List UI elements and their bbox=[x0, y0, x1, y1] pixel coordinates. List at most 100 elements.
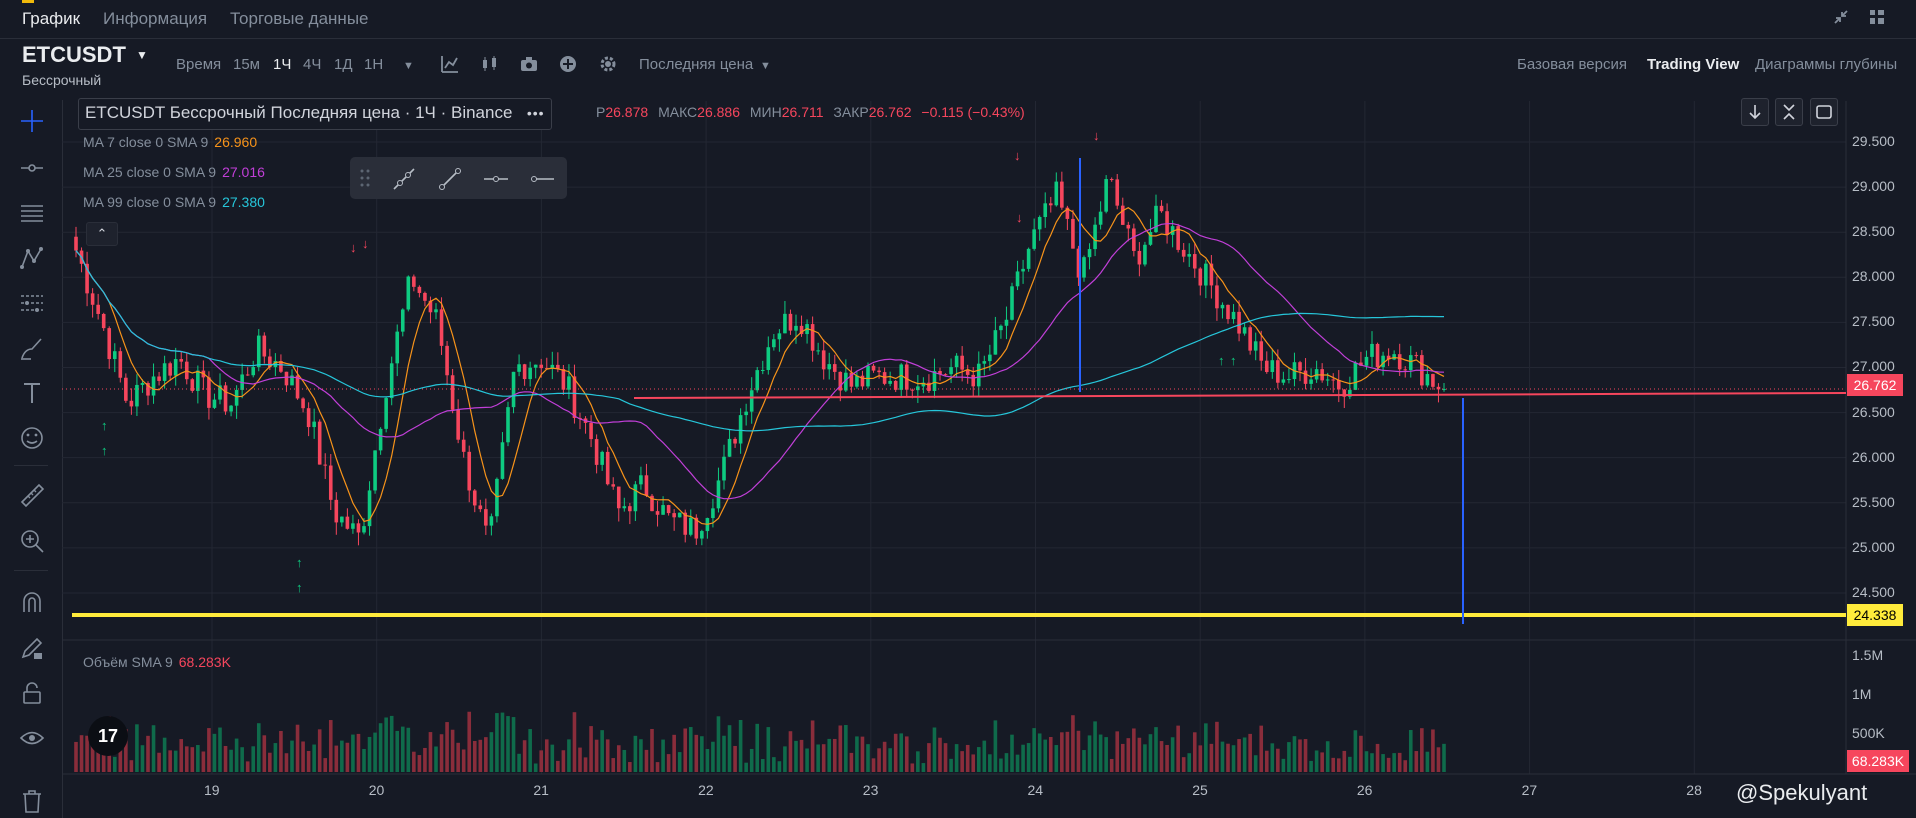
lock-icon[interactable] bbox=[19, 680, 45, 706]
eye-icon[interactable] bbox=[19, 725, 45, 751]
interval-15m[interactable]: 15м bbox=[233, 56, 260, 73]
volume-bar bbox=[622, 749, 627, 772]
interval-more-icon[interactable]: ▼ bbox=[403, 60, 414, 72]
volume-bar bbox=[1093, 721, 1097, 772]
candle-body bbox=[1032, 229, 1036, 249]
tab-info[interactable]: Информация bbox=[103, 9, 208, 28]
indicators-icon[interactable] bbox=[440, 54, 460, 74]
candle-body bbox=[428, 300, 433, 313]
candle-body bbox=[1331, 379, 1336, 381]
candle-body bbox=[1170, 226, 1175, 235]
candle-body bbox=[783, 313, 787, 334]
ma99-row[interactable]: MA 99 close 0 SMA 9 27.380 bbox=[83, 194, 265, 210]
candle-body bbox=[511, 371, 516, 408]
horizontal-line-icon[interactable] bbox=[482, 165, 510, 193]
floating-draw-toolbar bbox=[350, 157, 567, 199]
fib-icon[interactable] bbox=[19, 200, 45, 226]
legend-title-box[interactable]: ETCUSDT Бессрочный Последняя цена · 1Ч ·… bbox=[78, 98, 552, 130]
symbol-name[interactable]: ETCUSDT bbox=[22, 42, 126, 67]
collapse-legend-button[interactable]: ⌃ bbox=[86, 222, 118, 246]
more-icon[interactable]: ••• bbox=[526, 105, 545, 121]
candle-body bbox=[74, 236, 78, 251]
volume-bar bbox=[705, 749, 710, 772]
lock-drawing-pencil-icon[interactable] bbox=[19, 635, 45, 661]
time-tick: 28 bbox=[1686, 782, 1702, 798]
interval-1h[interactable]: 1Ч bbox=[273, 56, 292, 73]
volume-bar bbox=[500, 712, 505, 772]
segment-line-icon[interactable] bbox=[436, 165, 464, 193]
prediction-icon[interactable] bbox=[19, 290, 45, 316]
ray-line-icon[interactable] bbox=[390, 165, 418, 193]
crosshair-icon[interactable] bbox=[19, 108, 45, 134]
time-tick: 20 bbox=[368, 782, 385, 798]
volume-bar bbox=[583, 757, 588, 772]
collapse-panes-button[interactable] bbox=[1775, 98, 1803, 126]
volume-bar bbox=[340, 740, 344, 772]
tab-chart[interactable]: График bbox=[22, 0, 81, 28]
candle-body bbox=[943, 374, 948, 376]
volume-bar bbox=[295, 724, 300, 772]
volume-bar bbox=[777, 761, 782, 772]
fullscreen-button[interactable] bbox=[1810, 98, 1838, 126]
collapse-icon[interactable] bbox=[1832, 8, 1850, 26]
layout-icon[interactable] bbox=[1868, 8, 1886, 26]
interval-1d[interactable]: 1Д bbox=[334, 56, 353, 73]
ruler-icon[interactable] bbox=[19, 482, 45, 508]
volume-legend[interactable]: Объём SMA 9 68.283K bbox=[83, 654, 231, 670]
interval-1w[interactable]: 1Н bbox=[364, 56, 384, 73]
zoom-in-icon[interactable] bbox=[19, 528, 45, 554]
price-tick: 26.500 bbox=[1852, 403, 1895, 420]
price-type-select[interactable]: Последняя цена bbox=[639, 56, 754, 73]
candle-type-icon[interactable] bbox=[480, 54, 500, 74]
volume-bar bbox=[268, 752, 272, 772]
text-icon[interactable] bbox=[19, 380, 45, 406]
view-basic[interactable]: Базовая версия bbox=[1517, 56, 1627, 73]
settings-gear-icon[interactable] bbox=[598, 54, 618, 74]
ohlc-close-label: ЗАКР bbox=[833, 104, 869, 120]
pattern-icon[interactable] bbox=[19, 245, 45, 271]
candle-body bbox=[395, 331, 400, 364]
trash-icon[interactable] bbox=[19, 788, 45, 814]
candle-body bbox=[356, 523, 361, 533]
volume-bar bbox=[456, 742, 460, 772]
camera-icon[interactable] bbox=[519, 54, 539, 74]
ma25-row[interactable]: MA 25 close 0 SMA 9 27.016 bbox=[83, 164, 265, 180]
candle-body bbox=[855, 375, 859, 387]
magnet-icon[interactable] bbox=[19, 590, 45, 616]
trend-line-icon[interactable] bbox=[19, 155, 45, 181]
ma7-row[interactable]: MA 7 close 0 SMA 9 26.960 bbox=[83, 134, 257, 150]
ohlc-close: 26.762 bbox=[868, 104, 912, 120]
candle-body bbox=[1353, 362, 1358, 390]
volume-bar bbox=[1098, 734, 1103, 772]
chevron-down-icon[interactable]: ▼ bbox=[136, 48, 148, 62]
volume-bar bbox=[821, 744, 826, 772]
volume-bar bbox=[467, 711, 472, 772]
add-icon[interactable] bbox=[558, 54, 578, 74]
tab-trading-data[interactable]: Торговые данные bbox=[230, 9, 369, 28]
candle-body bbox=[173, 359, 178, 376]
volume-bar bbox=[1143, 744, 1147, 772]
volume-bar bbox=[1270, 743, 1275, 772]
volume-bar bbox=[683, 728, 688, 772]
view-depth[interactable]: Диаграммы глубины bbox=[1755, 56, 1898, 73]
volume-bar bbox=[1120, 743, 1125, 772]
interval-4h[interactable]: 4Ч bbox=[303, 56, 322, 73]
candle-body bbox=[633, 484, 638, 512]
candle-body bbox=[1192, 254, 1197, 269]
candle-body bbox=[306, 408, 311, 428]
drag-handle-icon[interactable] bbox=[358, 167, 372, 189]
ohlc-low-label: МИН bbox=[749, 104, 782, 120]
volume-bar bbox=[1132, 728, 1136, 772]
view-tradingview[interactable]: Trading View bbox=[1647, 56, 1740, 73]
emoji-icon[interactable] bbox=[19, 425, 45, 451]
price-type-chevron-icon[interactable]: ▼ bbox=[760, 60, 771, 72]
brush-icon[interactable] bbox=[19, 335, 45, 361]
volume-bar bbox=[112, 756, 117, 772]
volume-bar bbox=[888, 748, 892, 772]
volume-bar bbox=[976, 747, 981, 772]
horizontal-ray-icon[interactable] bbox=[528, 165, 556, 193]
volume-bar bbox=[694, 734, 699, 772]
volume-bar bbox=[1287, 742, 1291, 772]
scroll-down-button[interactable] bbox=[1741, 98, 1769, 126]
